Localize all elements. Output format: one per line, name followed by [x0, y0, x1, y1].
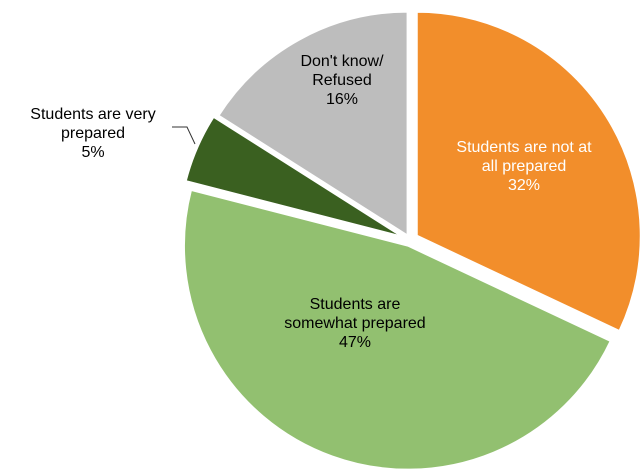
slice-dont-know-refused	[217, 10, 409, 238]
slice-not-at-all-prepared	[415, 10, 640, 333]
slice-label-dont-know-refused: Don't know/Refused 16%	[300, 53, 384, 108]
leader-line-very-prepared	[172, 126, 196, 145]
slice-labels: Students are not at all prepared 32% Studen…	[30, 53, 592, 351]
slice-label-somewhat-prepared: Students are somewhat prepared 47%	[284, 296, 425, 351]
slice-label-very-prepared: Students are very prepared 5%	[30, 106, 155, 161]
slice-very-prepared	[184, 115, 404, 238]
slice-somewhat-prepared	[183, 188, 612, 471]
slice-label-not-at-all-prepared: Students are not at all prepared 32%	[456, 139, 592, 194]
pie-slices	[183, 10, 640, 471]
